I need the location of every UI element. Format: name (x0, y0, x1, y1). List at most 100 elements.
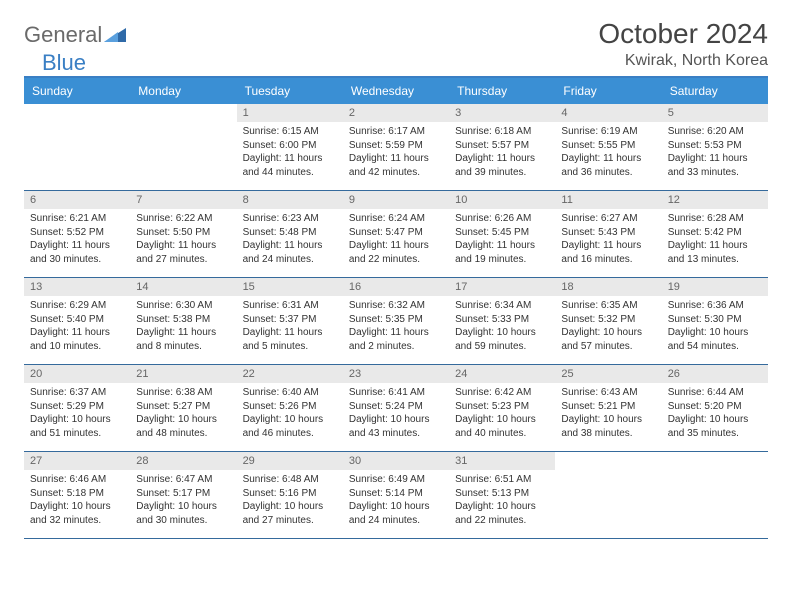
day-number: 15 (237, 278, 343, 296)
day-number: 11 (555, 191, 661, 209)
sunrise-line: Sunrise: 6:21 AM (30, 212, 124, 226)
day-header: Tuesday (237, 78, 343, 104)
day-number: 23 (343, 365, 449, 383)
daylight-line: Daylight: 11 hours and 19 minutes. (455, 239, 549, 266)
day-number: 28 (130, 452, 236, 470)
daylight-line: Daylight: 10 hours and 40 minutes. (455, 413, 549, 440)
day-cell: 29Sunrise: 6:48 AMSunset: 5:16 PMDayligh… (237, 452, 343, 538)
day-number: 31 (449, 452, 555, 470)
day-body: Sunrise: 6:34 AMSunset: 5:33 PMDaylight:… (449, 296, 555, 359)
sunrise-line: Sunrise: 6:37 AM (30, 386, 124, 400)
day-number: 17 (449, 278, 555, 296)
day-body: Sunrise: 6:37 AMSunset: 5:29 PMDaylight:… (24, 383, 130, 446)
day-number: 16 (343, 278, 449, 296)
sunset-line: Sunset: 5:43 PM (561, 226, 655, 240)
daylight-line: Daylight: 10 hours and 48 minutes. (136, 413, 230, 440)
day-body: Sunrise: 6:26 AMSunset: 5:45 PMDaylight:… (449, 209, 555, 272)
day-body: Sunrise: 6:30 AMSunset: 5:38 PMDaylight:… (130, 296, 236, 359)
sunset-line: Sunset: 5:57 PM (455, 139, 549, 153)
daylight-line: Daylight: 11 hours and 13 minutes. (668, 239, 762, 266)
day-cell: 12Sunrise: 6:28 AMSunset: 5:42 PMDayligh… (662, 191, 768, 277)
sunrise-line: Sunrise: 6:49 AM (349, 473, 443, 487)
sunset-line: Sunset: 5:33 PM (455, 313, 549, 327)
daylight-line: Daylight: 10 hours and 54 minutes. (668, 326, 762, 353)
sunset-line: Sunset: 5:42 PM (668, 226, 762, 240)
sunset-line: Sunset: 5:32 PM (561, 313, 655, 327)
sunset-line: Sunset: 5:26 PM (243, 400, 337, 414)
sunset-line: Sunset: 5:27 PM (136, 400, 230, 414)
page-title: October 2024 (598, 18, 768, 50)
day-cell: 9Sunrise: 6:24 AMSunset: 5:47 PMDaylight… (343, 191, 449, 277)
day-body: Sunrise: 6:43 AMSunset: 5:21 PMDaylight:… (555, 383, 661, 446)
sunrise-line: Sunrise: 6:28 AM (668, 212, 762, 226)
daylight-line: Daylight: 11 hours and 8 minutes. (136, 326, 230, 353)
day-body: Sunrise: 6:36 AMSunset: 5:30 PMDaylight:… (662, 296, 768, 359)
day-body: Sunrise: 6:29 AMSunset: 5:40 PMDaylight:… (24, 296, 130, 359)
day-cell: 7Sunrise: 6:22 AMSunset: 5:50 PMDaylight… (130, 191, 236, 277)
day-number: 21 (130, 365, 236, 383)
day-header-row: Sunday Monday Tuesday Wednesday Thursday… (24, 78, 768, 104)
sunrise-line: Sunrise: 6:32 AM (349, 299, 443, 313)
day-cell (555, 452, 661, 538)
day-body: Sunrise: 6:38 AMSunset: 5:27 PMDaylight:… (130, 383, 236, 446)
sunrise-line: Sunrise: 6:15 AM (243, 125, 337, 139)
day-cell: 22Sunrise: 6:40 AMSunset: 5:26 PMDayligh… (237, 365, 343, 451)
sunset-line: Sunset: 5:17 PM (136, 487, 230, 501)
day-body: Sunrise: 6:51 AMSunset: 5:13 PMDaylight:… (449, 470, 555, 533)
day-cell: 28Sunrise: 6:47 AMSunset: 5:17 PMDayligh… (130, 452, 236, 538)
sunset-line: Sunset: 5:52 PM (30, 226, 124, 240)
day-cell (24, 104, 130, 190)
day-number: 13 (24, 278, 130, 296)
day-header: Thursday (449, 78, 555, 104)
daylight-line: Daylight: 11 hours and 24 minutes. (243, 239, 337, 266)
day-cell: 31Sunrise: 6:51 AMSunset: 5:13 PMDayligh… (449, 452, 555, 538)
sunset-line: Sunset: 6:00 PM (243, 139, 337, 153)
day-number: 5 (662, 104, 768, 122)
day-cell: 16Sunrise: 6:32 AMSunset: 5:35 PMDayligh… (343, 278, 449, 364)
day-number: 14 (130, 278, 236, 296)
day-number: 20 (24, 365, 130, 383)
day-cell: 4Sunrise: 6:19 AMSunset: 5:55 PMDaylight… (555, 104, 661, 190)
day-body: Sunrise: 6:15 AMSunset: 6:00 PMDaylight:… (237, 122, 343, 185)
day-number: 6 (24, 191, 130, 209)
sunrise-line: Sunrise: 6:36 AM (668, 299, 762, 313)
daylight-line: Daylight: 11 hours and 42 minutes. (349, 152, 443, 179)
sunset-line: Sunset: 5:16 PM (243, 487, 337, 501)
day-body: Sunrise: 6:18 AMSunset: 5:57 PMDaylight:… (449, 122, 555, 185)
daylight-line: Daylight: 10 hours and 43 minutes. (349, 413, 443, 440)
day-number: 10 (449, 191, 555, 209)
sunset-line: Sunset: 5:20 PM (668, 400, 762, 414)
day-number: 30 (343, 452, 449, 470)
daylight-line: Daylight: 10 hours and 22 minutes. (455, 500, 549, 527)
day-number: 25 (555, 365, 661, 383)
day-cell: 25Sunrise: 6:43 AMSunset: 5:21 PMDayligh… (555, 365, 661, 451)
sunset-line: Sunset: 5:21 PM (561, 400, 655, 414)
day-cell: 1Sunrise: 6:15 AMSunset: 6:00 PMDaylight… (237, 104, 343, 190)
daylight-line: Daylight: 11 hours and 36 minutes. (561, 152, 655, 179)
day-body: Sunrise: 6:20 AMSunset: 5:53 PMDaylight:… (662, 122, 768, 185)
day-number: 9 (343, 191, 449, 209)
sunrise-line: Sunrise: 6:35 AM (561, 299, 655, 313)
sunset-line: Sunset: 5:37 PM (243, 313, 337, 327)
daylight-line: Daylight: 10 hours and 35 minutes. (668, 413, 762, 440)
sunrise-line: Sunrise: 6:43 AM (561, 386, 655, 400)
sunrise-line: Sunrise: 6:22 AM (136, 212, 230, 226)
day-number: 2 (343, 104, 449, 122)
day-header: Wednesday (343, 78, 449, 104)
sunset-line: Sunset: 5:30 PM (668, 313, 762, 327)
sunset-line: Sunset: 5:35 PM (349, 313, 443, 327)
sunset-line: Sunset: 5:48 PM (243, 226, 337, 240)
day-cell: 19Sunrise: 6:36 AMSunset: 5:30 PMDayligh… (662, 278, 768, 364)
sunset-line: Sunset: 5:14 PM (349, 487, 443, 501)
sunrise-line: Sunrise: 6:41 AM (349, 386, 443, 400)
sunrise-line: Sunrise: 6:26 AM (455, 212, 549, 226)
sunset-line: Sunset: 5:40 PM (30, 313, 124, 327)
day-body: Sunrise: 6:48 AMSunset: 5:16 PMDaylight:… (237, 470, 343, 533)
daylight-line: Daylight: 11 hours and 22 minutes. (349, 239, 443, 266)
daylight-line: Daylight: 11 hours and 44 minutes. (243, 152, 337, 179)
day-body: Sunrise: 6:32 AMSunset: 5:35 PMDaylight:… (343, 296, 449, 359)
title-block: October 2024 Kwirak, North Korea (598, 18, 768, 70)
day-body: Sunrise: 6:42 AMSunset: 5:23 PMDaylight:… (449, 383, 555, 446)
sunrise-line: Sunrise: 6:38 AM (136, 386, 230, 400)
day-cell: 10Sunrise: 6:26 AMSunset: 5:45 PMDayligh… (449, 191, 555, 277)
